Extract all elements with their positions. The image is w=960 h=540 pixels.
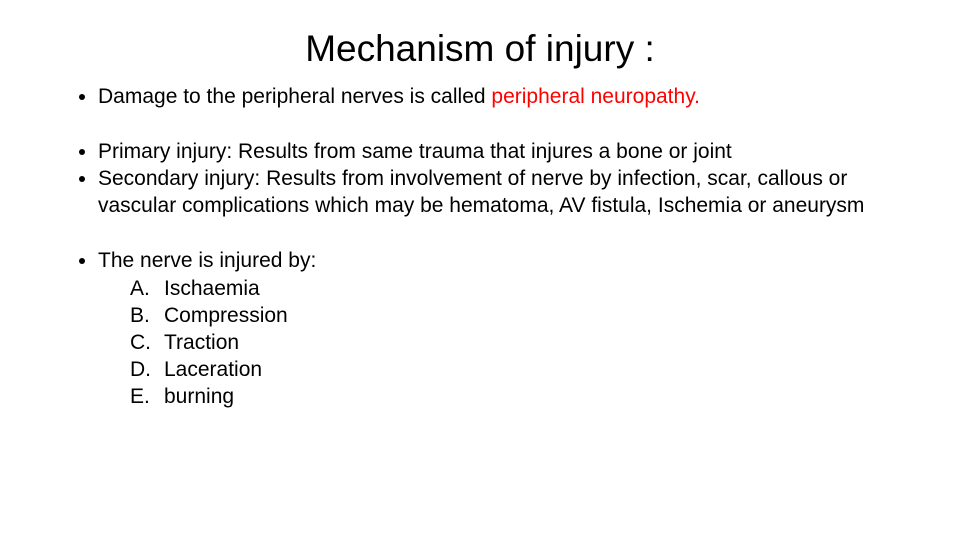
bullet-4-text: The nerve is injured by: [98, 249, 316, 272]
sub-d-letter: D. [130, 357, 164, 384]
bullet-list: Damage to the peripheral nerves is calle… [70, 84, 890, 111]
bullet-item-1: Damage to the peripheral nerves is calle… [98, 84, 890, 111]
bullet-1-highlight: peripheral neuropathy. [491, 85, 700, 108]
sub-c-text: Traction [164, 331, 239, 354]
bullet-list-3: The nerve is injured by: A.Ischaemia B.C… [70, 248, 890, 411]
spacer-1 [70, 111, 890, 139]
slide-container: Mechanism of injury : Damage to the peri… [0, 0, 960, 540]
spacer-2 [70, 220, 890, 248]
bullet-item-4: The nerve is injured by: A.Ischaemia B.C… [98, 248, 890, 411]
sub-a-letter: A. [130, 276, 164, 303]
sub-b-text: Compression [164, 304, 288, 327]
bullet-list-2: Primary injury: Results from same trauma… [70, 139, 890, 220]
bullet-item-2: Primary injury: Results from same trauma… [98, 139, 890, 166]
slide-title: Mechanism of injury : [70, 28, 890, 70]
sub-a-text: Ischaemia [164, 277, 260, 300]
sub-e-letter: E. [130, 384, 164, 411]
sub-item-d: D.Laceration [130, 357, 890, 384]
sub-b-letter: B. [130, 303, 164, 330]
sub-e-text: burning [164, 385, 234, 408]
sub-item-c: C.Traction [130, 330, 890, 357]
bullet-1-prefix: Damage to the peripheral nerves is calle… [98, 85, 491, 108]
lettered-list: A.Ischaemia B.Compression C.Traction D.L… [98, 276, 890, 410]
sub-item-b: B.Compression [130, 303, 890, 330]
sub-item-e: E.burning [130, 384, 890, 411]
sub-item-a: A.Ischaemia [130, 276, 890, 303]
bullet-item-3: Secondary injury: Results from involveme… [98, 166, 890, 220]
sub-d-text: Laceration [164, 358, 262, 381]
sub-c-letter: C. [130, 330, 164, 357]
